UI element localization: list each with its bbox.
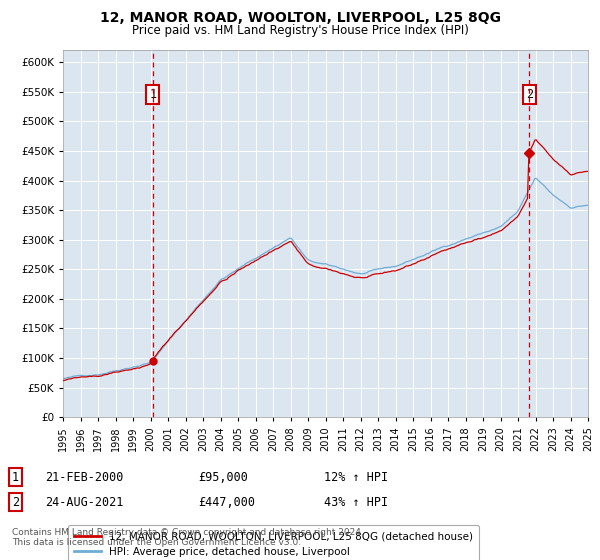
Text: 2: 2	[12, 496, 19, 509]
Text: 24-AUG-2021: 24-AUG-2021	[45, 496, 124, 509]
Text: Price paid vs. HM Land Registry's House Price Index (HPI): Price paid vs. HM Land Registry's House …	[131, 24, 469, 36]
Text: Contains HM Land Registry data © Crown copyright and database right 2024.
This d: Contains HM Land Registry data © Crown c…	[12, 528, 364, 547]
Text: 2: 2	[526, 88, 533, 101]
Text: £95,000: £95,000	[198, 470, 248, 484]
Text: 43% ↑ HPI: 43% ↑ HPI	[324, 496, 388, 509]
Text: 12% ↑ HPI: 12% ↑ HPI	[324, 470, 388, 484]
Text: 21-FEB-2000: 21-FEB-2000	[45, 470, 124, 484]
Text: 1: 1	[12, 470, 19, 484]
Legend: 12, MANOR ROAD, WOOLTON, LIVERPOOL, L25 8QG (detached house), HPI: Average price: 12, MANOR ROAD, WOOLTON, LIVERPOOL, L25 …	[68, 525, 479, 560]
Text: 12, MANOR ROAD, WOOLTON, LIVERPOOL, L25 8QG: 12, MANOR ROAD, WOOLTON, LIVERPOOL, L25 …	[100, 11, 500, 25]
Text: 1: 1	[149, 88, 157, 101]
Text: £447,000: £447,000	[198, 496, 255, 509]
